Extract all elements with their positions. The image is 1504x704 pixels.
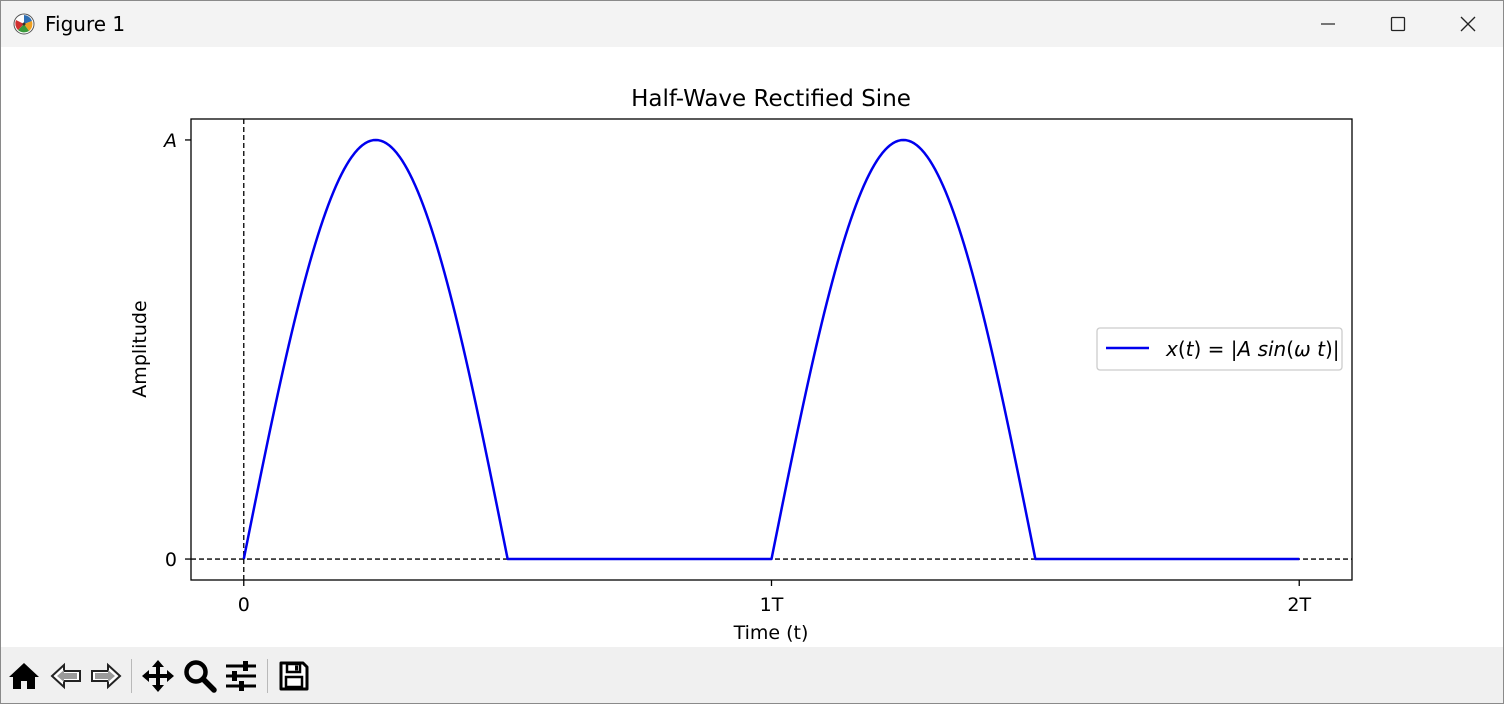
configure-subplots-button[interactable] (222, 657, 260, 695)
series-layer (242, 138, 1300, 561)
y-tick-label: 0 (165, 549, 177, 571)
forward-button[interactable] (87, 657, 125, 695)
zoom-button[interactable] (181, 657, 219, 695)
legend-term: ω (1294, 337, 1311, 361)
toolbar-separator (267, 659, 268, 693)
y-axis-label: Amplitude (129, 300, 151, 397)
legend-box (1096, 327, 1343, 371)
figure-canvas[interactable]: Half-Wave Rectified Sine 0 1T 2T 0 A Time (t… (1, 47, 1503, 647)
legend-term: x (1165, 337, 1178, 361)
x-tick-label: 0 (238, 594, 250, 616)
maximize-button[interactable] (1363, 1, 1433, 47)
legend-term: ( (1286, 337, 1294, 361)
legend-term: )| (1325, 337, 1340, 361)
forward-arrow-icon (91, 662, 122, 690)
series-line (242, 138, 1300, 561)
home-icon (9, 663, 39, 689)
pan-button[interactable] (139, 657, 177, 695)
x-tick-label: 2T (1287, 594, 1311, 616)
maximize-icon (1390, 16, 1406, 32)
legend-term: t (1186, 337, 1195, 361)
zoom-magnifier-icon (184, 660, 217, 693)
pan-move-icon (142, 660, 174, 692)
configure-subplots-icon (226, 661, 256, 691)
matplotlib-logo-icon (13, 13, 35, 35)
title-bar[interactable]: Figure 1 (1, 1, 1503, 47)
x-axis-label: Time (t) (733, 622, 809, 644)
x-tick-label: 1T (760, 594, 784, 616)
back-arrow-icon (50, 662, 81, 690)
close-button[interactable] (1433, 1, 1503, 47)
legend-term: ) = | (1194, 337, 1238, 361)
home-button[interactable] (5, 657, 43, 695)
chart-title: Half-Wave Rectified Sine (631, 86, 911, 112)
chart-svg[interactable]: Half-Wave Rectified Sine 0 1T 2T 0 A Time (t… (1, 47, 1503, 647)
close-icon (1460, 16, 1476, 32)
legend-term: ( (1178, 337, 1186, 361)
legend-term: A (1236, 337, 1252, 361)
minimize-icon (1321, 23, 1335, 25)
save-floppy-icon (279, 661, 309, 691)
save-button[interactable] (275, 657, 313, 695)
window-title: Figure 1 (45, 12, 126, 36)
legend-entry: x(t) = |A sin(ω t)| (1165, 337, 1340, 361)
legend-term: sin (1258, 337, 1287, 361)
toolbar-separator (131, 659, 132, 693)
y-tick-label: A (162, 130, 177, 152)
axis-ticks: 0 1T 2T 0 A (162, 130, 1311, 616)
minimize-button[interactable] (1293, 1, 1363, 47)
legend: x(t) = |A sin(ω t)| (1096, 327, 1343, 371)
back-button[interactable] (47, 657, 85, 695)
legend-term: t (1317, 337, 1326, 361)
navigation-toolbar (1, 647, 1503, 703)
